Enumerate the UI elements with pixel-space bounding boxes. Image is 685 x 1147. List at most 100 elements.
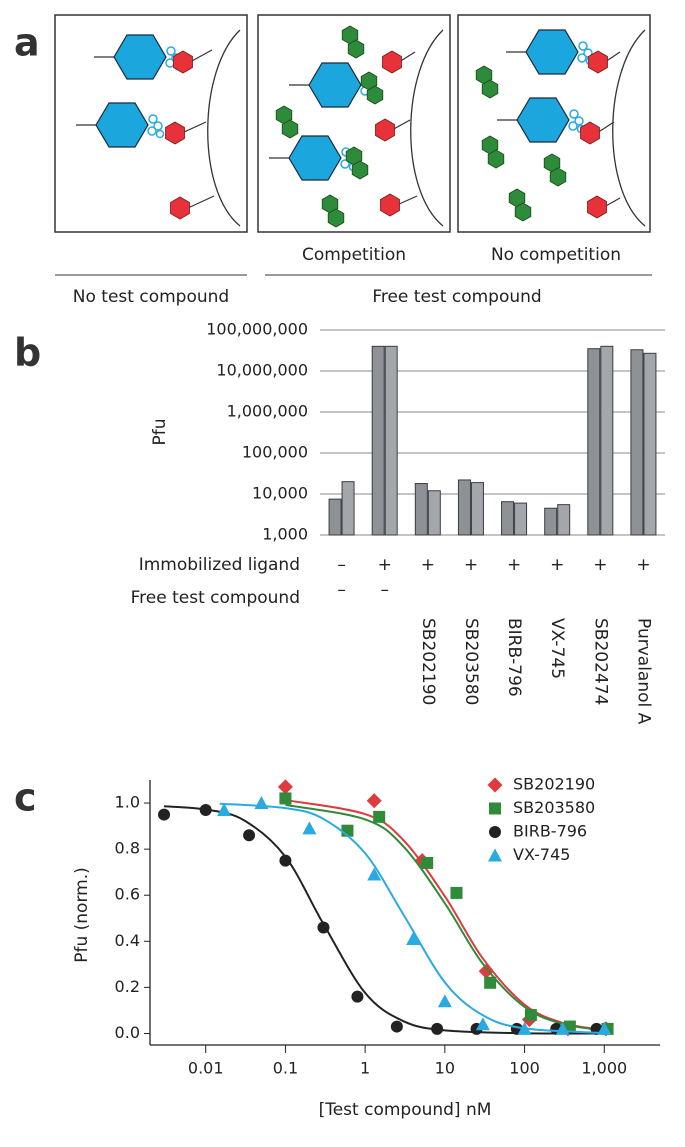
marker bbox=[475, 1017, 490, 1031]
y-tick-label: 1,000 bbox=[262, 525, 308, 544]
marker bbox=[450, 886, 463, 899]
panel-letter: c bbox=[14, 776, 37, 820]
y-tick-label: 100,000 bbox=[242, 443, 308, 462]
x-tick-label: 100 bbox=[509, 1059, 540, 1078]
x-tick-label: SB203580 bbox=[461, 618, 481, 705]
row-cell: + bbox=[507, 555, 521, 575]
bar bbox=[557, 504, 571, 536]
marker bbox=[302, 821, 317, 835]
bar bbox=[384, 345, 398, 536]
marker bbox=[351, 990, 364, 1003]
y-axis-title: Pfu bbox=[150, 418, 170, 445]
panel-letter: a bbox=[14, 21, 40, 65]
bar bbox=[414, 483, 428, 536]
row-label: Immobilized ligand bbox=[139, 555, 300, 575]
marker bbox=[317, 921, 330, 934]
legend-label: VX-745 bbox=[513, 845, 570, 864]
marker bbox=[243, 829, 256, 842]
marker bbox=[517, 1021, 532, 1035]
box-label: Competition bbox=[302, 245, 406, 265]
row-cell: + bbox=[550, 555, 564, 575]
bar bbox=[328, 498, 342, 536]
marker bbox=[366, 793, 382, 809]
x-tick-label: 1 bbox=[360, 1059, 370, 1078]
x-tick-label: 1,000 bbox=[581, 1059, 627, 1078]
bar bbox=[587, 348, 601, 536]
marker bbox=[431, 1022, 444, 1035]
marker bbox=[199, 803, 212, 816]
bar bbox=[630, 349, 644, 536]
marker bbox=[524, 1009, 537, 1022]
y-tick-label: 0.8 bbox=[115, 839, 140, 858]
marker bbox=[254, 796, 269, 810]
marker bbox=[478, 963, 494, 979]
row-cell: + bbox=[636, 555, 650, 575]
scheme-competition bbox=[257, 14, 451, 233]
legend-label: BIRB-796 bbox=[513, 822, 587, 841]
fit-line bbox=[219, 802, 605, 1035]
x-tick-label: SB202190 bbox=[418, 618, 438, 705]
x-tick-label: – bbox=[337, 580, 346, 600]
marker bbox=[406, 932, 421, 945]
marker bbox=[563, 1020, 576, 1033]
bar bbox=[341, 481, 355, 536]
x-tick-label: 0.01 bbox=[188, 1059, 224, 1078]
group-label: Free test compound bbox=[372, 287, 541, 307]
y-tick-label: 1.0 bbox=[115, 793, 140, 812]
bar bbox=[514, 502, 528, 536]
marker bbox=[555, 1021, 570, 1035]
bar bbox=[643, 352, 657, 536]
y-tick-label: 0.4 bbox=[115, 931, 140, 950]
row-cell: + bbox=[593, 555, 607, 575]
row-cell: – bbox=[337, 555, 346, 575]
bar bbox=[470, 482, 484, 536]
bar bbox=[600, 345, 614, 536]
x-tick-label: – bbox=[380, 580, 389, 600]
marker bbox=[437, 994, 452, 1008]
group-label: No test compound bbox=[73, 287, 229, 307]
x-tick-label: BIRB-796 bbox=[504, 618, 524, 697]
row-label: Free test compound bbox=[131, 588, 300, 608]
bar bbox=[457, 479, 471, 536]
marker bbox=[158, 808, 171, 821]
bar bbox=[371, 345, 385, 536]
marker bbox=[279, 792, 292, 805]
marker bbox=[373, 810, 386, 823]
x-tick-label: SB202474 bbox=[590, 618, 610, 705]
bar bbox=[501, 501, 515, 536]
legend-marker bbox=[487, 777, 503, 793]
marker bbox=[279, 854, 292, 867]
x-axis-title: [Test compound] nM bbox=[319, 1100, 492, 1120]
y-tick-label: 100,000,000 bbox=[206, 320, 308, 339]
marker bbox=[217, 802, 232, 816]
legend-marker bbox=[489, 802, 501, 815]
legend-marker bbox=[488, 848, 502, 862]
marker bbox=[421, 856, 434, 869]
bar bbox=[544, 507, 558, 536]
row-cell: + bbox=[421, 555, 435, 575]
row-cell: + bbox=[464, 555, 478, 575]
y-tick-label: 0.6 bbox=[115, 885, 140, 904]
legend-marker bbox=[489, 826, 501, 838]
panel-letter: b bbox=[14, 331, 41, 375]
fit-line bbox=[285, 799, 605, 1032]
marker bbox=[277, 779, 293, 795]
x-tick-label: 0.1 bbox=[273, 1059, 298, 1078]
y-tick-label: 10,000,000 bbox=[216, 361, 308, 380]
y-tick-label: 1,000,000 bbox=[227, 402, 308, 421]
x-tick-label: VX-745 bbox=[547, 618, 567, 679]
bar bbox=[427, 490, 441, 536]
y-axis-title: Pfu (norm.) bbox=[72, 867, 92, 963]
scheme-no-competition bbox=[457, 14, 651, 233]
marker bbox=[597, 1021, 612, 1035]
x-tick-label: Purvalanol A bbox=[633, 618, 653, 725]
y-tick-label: 0.0 bbox=[115, 1023, 140, 1042]
marker bbox=[390, 1020, 403, 1033]
marker bbox=[367, 867, 382, 881]
row-cell: + bbox=[378, 555, 392, 575]
x-tick-label: 10 bbox=[435, 1059, 455, 1078]
legend-label: SB203580 bbox=[513, 798, 595, 817]
y-tick-label: 10,000 bbox=[252, 484, 308, 503]
scheme-no-compound bbox=[54, 14, 248, 233]
marker bbox=[484, 976, 497, 989]
